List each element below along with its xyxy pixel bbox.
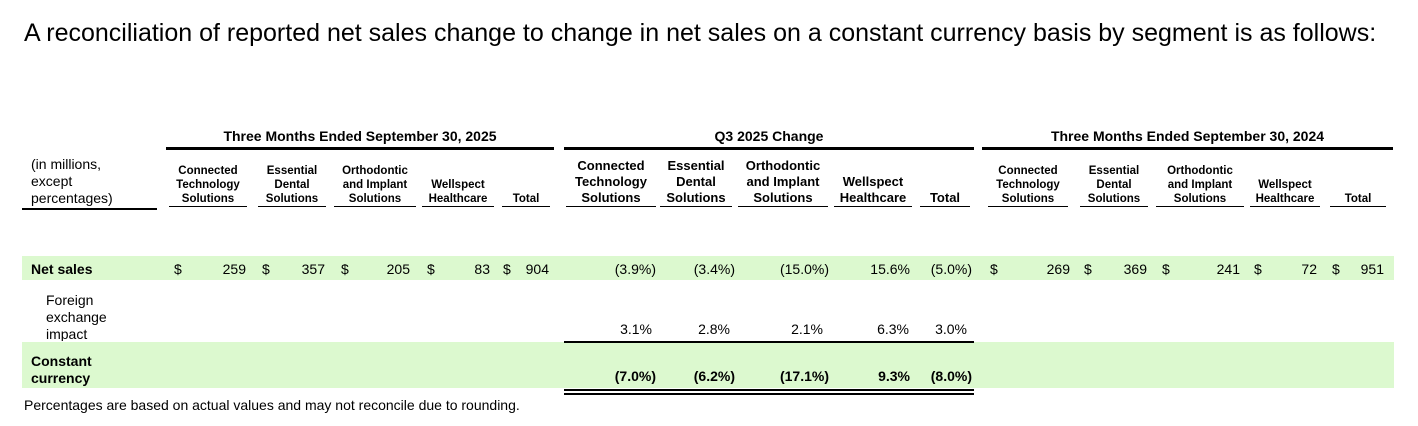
col-header-total-change: Total — [920, 156, 970, 207]
net-sales-2025-ois: 205 — [386, 261, 410, 277]
group-header-2025: Three Months Ended September 30, 2025 — [166, 127, 554, 150]
col-header-wh-2024: Wellspect Healthcare — [1250, 158, 1320, 207]
constant-currency-label: Constant currency — [31, 353, 92, 386]
fx-change-wh: 6.3% — [877, 321, 909, 337]
group-header-change: Q3 2025 Change — [564, 127, 974, 150]
fx-change-eds: 2.8% — [698, 321, 730, 337]
net-sales-change-total: (5.0%) — [930, 261, 972, 277]
col-header-cts-2025: Connected Technology Solutions — [169, 158, 247, 207]
currency-symbol: $ — [1332, 261, 1340, 277]
constant-double-underline-2 — [564, 393, 974, 395]
constant-currency-row-bg — [22, 342, 1394, 388]
footnote: Percentages are based on actual values a… — [24, 397, 520, 413]
col-header-ois-2024: Orthodontic and Implant Solutions — [1156, 158, 1244, 207]
currency-symbol: $ — [503, 261, 511, 277]
col-header-total-2024: Total — [1330, 158, 1386, 207]
net-sales-change-wh: 15.6% — [870, 261, 910, 277]
constant-change-eds: (6.2%) — [693, 368, 735, 384]
net-sales-2025-cts: 259 — [222, 261, 246, 277]
col-header-wh-change: Wellspect Healthcare — [834, 156, 912, 207]
col-header-eds-2025: Essential Dental Solutions — [258, 158, 326, 207]
currency-symbol: $ — [1162, 261, 1170, 277]
net-sales-2024-total: 951 — [1360, 261, 1384, 277]
fx-label: Foreign exchange impact — [46, 292, 107, 341]
col-header-total-2025: Total — [502, 158, 550, 207]
col-header-ois-2025: Orthodontic and Implant Solutions — [334, 158, 416, 207]
fx-change-total: 3.0% — [935, 321, 967, 337]
net-sales-2024-ois: 241 — [1216, 261, 1240, 277]
net-sales-2025-eds: 357 — [301, 261, 325, 277]
fx-underline — [564, 341, 974, 343]
net-sales-change-cts: (3.9%) — [614, 261, 656, 277]
currency-symbol: $ — [990, 261, 998, 277]
net-sales-label: Net sales — [31, 261, 93, 277]
currency-symbol: $ — [341, 261, 349, 277]
net-sales-2024-cts: 269 — [1046, 261, 1070, 277]
group-header-2024: Three Months Ended September 30, 2024 — [982, 127, 1393, 150]
net-sales-2025-wh: 83 — [474, 261, 490, 277]
constant-change-ois: (17.1%) — [779, 368, 829, 384]
constant-double-underline — [564, 389, 974, 391]
col-header-cts-change: Connected Technology Solutions — [566, 156, 656, 207]
currency-symbol: $ — [174, 261, 182, 277]
col-header-wh-2025: Wellspect Healthcare — [422, 158, 494, 207]
net-sales-2024-wh: 72 — [1301, 261, 1317, 277]
units-label: (in millions, except percentages) — [22, 156, 157, 210]
currency-symbol: $ — [262, 261, 270, 277]
col-header-ois-change: Orthodontic and Implant Solutions — [738, 156, 828, 207]
intro-paragraph: A reconciliation of reported net sales c… — [24, 19, 1377, 47]
constant-change-wh: 9.3% — [878, 368, 910, 384]
fx-change-ois: 2.1% — [791, 321, 823, 337]
currency-symbol: $ — [427, 261, 435, 277]
currency-symbol: $ — [1254, 261, 1262, 277]
net-sales-change-eds: (3.4%) — [693, 261, 735, 277]
constant-change-total: (8.0%) — [930, 368, 972, 384]
net-sales-2025-total: 904 — [525, 261, 549, 277]
fx-change-cts: 3.1% — [620, 321, 652, 337]
currency-symbol: $ — [1084, 261, 1092, 277]
col-header-eds-change: Essential Dental Solutions — [660, 156, 732, 207]
net-sales-row-bg — [22, 256, 1394, 280]
col-header-eds-2024: Essential Dental Solutions — [1080, 158, 1148, 207]
net-sales-2024-eds: 369 — [1123, 261, 1147, 277]
col-header-cts-2024: Connected Technology Solutions — [988, 158, 1068, 207]
net-sales-change-ois: (15.0%) — [779, 261, 829, 277]
constant-change-cts: (7.0%) — [614, 368, 656, 384]
